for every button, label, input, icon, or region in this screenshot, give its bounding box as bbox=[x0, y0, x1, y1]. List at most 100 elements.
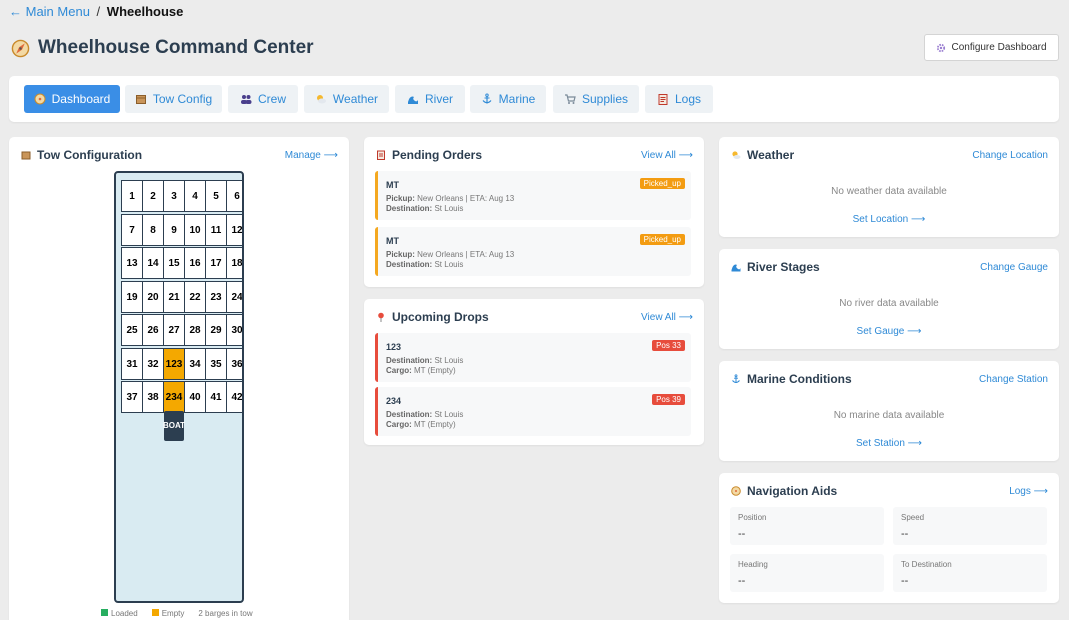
barge-slot[interactable]: 26 bbox=[143, 315, 164, 345]
tab-marine[interactable]: Marine bbox=[470, 85, 546, 113]
barge-slot[interactable]: 21 bbox=[164, 282, 185, 312]
barge-slot[interactable]: 34 bbox=[185, 349, 206, 379]
configure-dashboard-button[interactable]: Configure Dashboard bbox=[924, 34, 1059, 61]
nav-label: Speed bbox=[901, 513, 925, 522]
drop-item[interactable]: 123 Pos 33 Destination: St Louis Cargo: … bbox=[375, 333, 691, 382]
river-stages-title: River Stages bbox=[731, 260, 820, 274]
set-location-link[interactable]: Set Location ⟶ bbox=[852, 214, 926, 225]
change-gauge-link[interactable]: Change Gauge bbox=[980, 261, 1048, 273]
marine-conditions-title: Marine Conditions bbox=[731, 372, 852, 386]
nav-label: Position bbox=[738, 513, 767, 522]
change-station-link[interactable]: Change Station bbox=[979, 373, 1048, 385]
drops-title-text: Upcoming Drops bbox=[392, 310, 489, 324]
drop-cargo: Cargo: MT (Empty) bbox=[386, 366, 456, 375]
people-icon bbox=[240, 95, 252, 104]
set-gauge-link[interactable]: Set Gauge ⟶ bbox=[856, 326, 922, 337]
tab-logs[interactable]: Logs bbox=[645, 85, 713, 113]
set-station-link[interactable]: Set Station ⟶ bbox=[855, 438, 923, 449]
tab-tow-config[interactable]: Tow Config bbox=[125, 85, 222, 113]
pending-order-item[interactable]: MT Picked_up Pickup: New Orleans | ETA: … bbox=[375, 227, 691, 276]
barge-slot[interactable]: 28 bbox=[185, 315, 206, 345]
drop-item[interactable]: 234 Pos 39 Destination: St Louis Cargo: … bbox=[375, 387, 691, 436]
barge-slot[interactable]: 2 bbox=[143, 181, 164, 211]
sun-cloud-icon bbox=[316, 95, 326, 104]
barge-slot[interactable]: 22 bbox=[185, 282, 206, 312]
tow-diagram: 1 2 3 4 5 6 7 8 9 10 11 12 13 14 15 16 17 18 19 20 21 22 23 24 2… bbox=[114, 171, 244, 603]
navaids-title-text: Navigation Aids bbox=[747, 484, 838, 498]
navaids-logs-link[interactable]: Logs ⟶ bbox=[1009, 485, 1048, 497]
barge-slot[interactable]: 29 bbox=[206, 315, 227, 345]
page-header: Wheelhouse Command Center bbox=[11, 37, 314, 59]
barge-slot[interactable]: 37 bbox=[122, 382, 143, 412]
barge-slot[interactable]: 10 bbox=[185, 215, 206, 245]
barge-slot[interactable]: 36 bbox=[227, 349, 242, 379]
tab-weather[interactable]: Weather bbox=[304, 85, 389, 113]
barge-slot[interactable]: 35 bbox=[206, 349, 227, 379]
barge-slot[interactable]: 18 bbox=[227, 248, 242, 278]
barge-slot[interactable]: 1 bbox=[122, 181, 143, 211]
order-pickup: Pickup: New Orleans | ETA: Aug 13 bbox=[386, 250, 515, 259]
compass-icon bbox=[731, 486, 741, 496]
barge-slot[interactable]: 5 bbox=[206, 181, 227, 211]
main-menu-link[interactable]: ← Main Menu bbox=[9, 4, 90, 19]
pin-icon bbox=[378, 312, 384, 322]
box-icon bbox=[135, 95, 146, 104]
wave-icon bbox=[407, 96, 418, 104]
pending-order-item[interactable]: MT Picked_up Pickup: New Orleans | ETA: … bbox=[375, 171, 691, 220]
breadcrumb-current: Wheelhouse bbox=[106, 4, 184, 19]
barge-slot[interactable]: 16 bbox=[185, 248, 206, 278]
barge-slot[interactable]: 27 bbox=[164, 315, 185, 345]
barge-slot[interactable]: 41 bbox=[206, 382, 227, 412]
weather-empty-message: No weather data available bbox=[831, 186, 947, 197]
drop-name: 123 bbox=[386, 342, 402, 352]
barge-slot[interactable]: 6 bbox=[227, 181, 242, 211]
barge-slot[interactable]: 7 bbox=[122, 215, 143, 245]
tab-dashboard[interactable]: Dashboard bbox=[24, 85, 120, 113]
tab-supplies[interactable]: Supplies bbox=[553, 85, 639, 113]
barge-slot[interactable]: 11 bbox=[206, 215, 227, 245]
barge-slot[interactable]: 14 bbox=[143, 248, 164, 278]
barge-slot[interactable]: 25 bbox=[122, 315, 143, 345]
barge-slot[interactable]: 23 bbox=[206, 282, 227, 312]
nav-value: -- bbox=[738, 575, 746, 587]
manage-link[interactable]: Manage ⟶ bbox=[284, 149, 338, 161]
barge-slot[interactable]: 123 bbox=[164, 349, 185, 379]
barge-slot[interactable]: 13 bbox=[122, 248, 143, 278]
barge-slot[interactable]: 17 bbox=[206, 248, 227, 278]
tab-crew[interactable]: Crew bbox=[228, 85, 298, 113]
barge-slot[interactable]: 8 bbox=[143, 215, 164, 245]
tow-row: 13 14 15 16 17 18 bbox=[121, 247, 242, 279]
barge-slot[interactable]: 30 bbox=[227, 315, 242, 345]
cart-icon bbox=[564, 94, 576, 104]
barge-slot[interactable]: 3 bbox=[164, 181, 185, 211]
barge-slot[interactable]: 20 bbox=[143, 282, 164, 312]
change-location-link[interactable]: Change Location bbox=[972, 149, 1048, 161]
breadcrumb-separator: / bbox=[96, 4, 101, 19]
barge-slot[interactable]: 42 bbox=[227, 382, 242, 412]
barge-slot[interactable]: 15 bbox=[164, 248, 185, 278]
drops-view-all-link[interactable]: View All ⟶ bbox=[641, 311, 693, 323]
barge-slot[interactable]: 4 bbox=[185, 181, 206, 211]
barge-slot[interactable]: 40 bbox=[185, 382, 206, 412]
nav-to-destination: To Destination -- bbox=[893, 554, 1047, 592]
compass-icon bbox=[11, 39, 30, 57]
upcoming-drops-title: Upcoming Drops bbox=[376, 310, 489, 324]
barge-slot[interactable]: 32 bbox=[143, 349, 164, 379]
order-destination: Destination: St Louis bbox=[386, 260, 464, 269]
barge-slot[interactable]: 19 bbox=[122, 282, 143, 312]
barge-slot[interactable]: 9 bbox=[164, 215, 185, 245]
barge-slot[interactable]: 24 bbox=[227, 282, 242, 312]
barge-slot[interactable]: 12 bbox=[227, 215, 242, 245]
tab-river[interactable]: River bbox=[395, 85, 465, 113]
pending-view-all-link[interactable]: View All ⟶ bbox=[641, 149, 693, 161]
position-badge: Pos 39 bbox=[652, 394, 685, 405]
nav-label: Heading bbox=[738, 560, 768, 569]
barge-slot[interactable]: 31 bbox=[122, 349, 143, 379]
anchor-icon bbox=[732, 374, 740, 383]
barge-slot[interactable]: 234 bbox=[164, 382, 185, 412]
nav-value: -- bbox=[738, 528, 746, 540]
barge-slot[interactable]: 38 bbox=[143, 382, 164, 412]
pending-title-text: Pending Orders bbox=[392, 148, 483, 162]
tab-label: Logs bbox=[674, 92, 702, 106]
drop-destination: Destination: St Louis bbox=[386, 410, 464, 419]
